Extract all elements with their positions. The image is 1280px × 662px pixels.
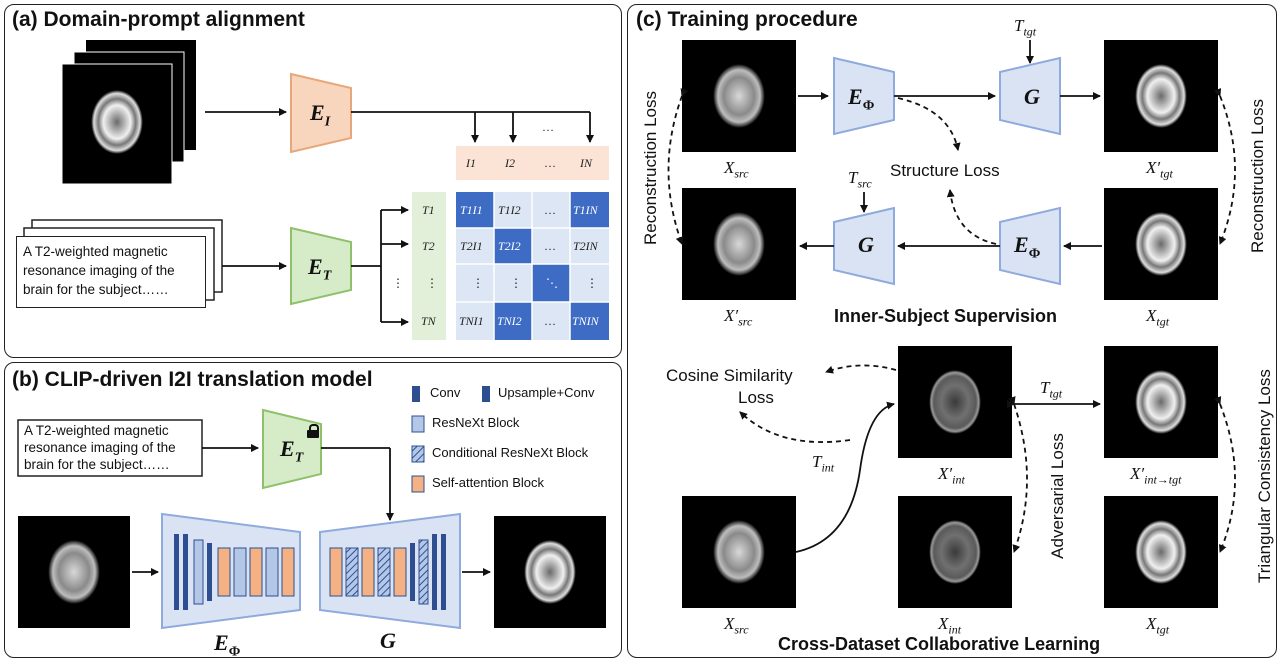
panel-a-title: (a) Domain-prompt alignment	[12, 8, 305, 31]
prompt-b-line-3: brain for the subject……	[24, 457, 170, 472]
generator-shape-c2	[833, 206, 895, 286]
t-tgt-top: Ttgt	[1014, 16, 1037, 39]
prompt-box-b: A T2-weighted magnetic resonance imaging…	[18, 420, 202, 476]
prompt-b-line-1: A T2-weighted magnetic	[24, 423, 169, 438]
generator-shape-c1	[999, 56, 1061, 136]
t-tgt-cross: Ttgt	[1040, 378, 1063, 401]
label-x-tgt-prime: X′tgt	[1146, 158, 1173, 181]
legend-swatches	[411, 386, 490, 493]
panel-c-title: (c) Training procedure	[636, 8, 858, 31]
label-x-src-cross: Xsrc	[724, 614, 749, 637]
header-i2: I2	[505, 156, 515, 170]
m-2-2: ⋱	[546, 276, 558, 290]
image-encoder-label: EI	[310, 100, 331, 130]
text-encoder-label-b: ET	[280, 436, 304, 466]
generator-label-c2: G	[858, 232, 874, 257]
prompt-line-3: brain for the subject……	[23, 282, 169, 297]
mri-stack	[61, 40, 196, 185]
panel-a-frame	[4, 4, 622, 358]
cross-dataset-title: Cross-Dataset Collaborative Learning	[778, 634, 1101, 654]
structure-loss: Structure Loss	[890, 161, 1000, 180]
header-dots: …	[544, 156, 556, 170]
m-2-1: ⋮	[510, 276, 522, 290]
inner-subject-title: Inner-Subject Supervision	[834, 306, 1058, 326]
m-0-1: T1I2	[498, 203, 521, 217]
cosine-loss-line-1: Cosine Similarity	[666, 366, 793, 385]
encoder-shape-c1	[833, 56, 895, 136]
label-x-tgt: Xtgt	[1146, 306, 1170, 329]
m-2-3: ⋮	[586, 276, 598, 290]
encoder-label-c1: EΦ	[848, 84, 875, 114]
col-t2: T2	[422, 239, 435, 253]
m-3-0: TNI1	[459, 314, 484, 328]
m-1-0: T2I1	[460, 239, 483, 253]
col-vdots: ⋮	[426, 276, 438, 290]
similarity-matrix	[456, 192, 609, 340]
m-3-3: TNIN	[572, 314, 599, 328]
col-t1: T1	[422, 203, 435, 217]
encoder-trapezoid	[161, 512, 301, 630]
branch-vdots: ⋮	[392, 276, 404, 290]
m-1-2: …	[544, 239, 556, 253]
header-in: IN	[580, 156, 592, 170]
label-x-src: Xsrc	[724, 158, 749, 181]
m-0-3: T1IN	[573, 203, 598, 217]
panel-c-frame	[627, 4, 1277, 658]
legend-conv: Conv	[430, 385, 461, 400]
text-encoder-label-a: ET	[308, 254, 332, 284]
cosine-loss-line-2: Loss	[738, 388, 774, 407]
legend-cond-resnext: Conditional ResNeXt Block	[432, 445, 589, 460]
triangular-consistency-loss: Triangular Consistency Loss	[1255, 369, 1274, 583]
generator-blocks	[329, 534, 446, 610]
t-int-label: Tint	[812, 452, 835, 475]
generator-label-c1: G	[1024, 84, 1040, 109]
legend-upsample: Upsample+Conv	[498, 385, 595, 400]
encoder-label-c2: EΦ	[1014, 232, 1041, 262]
prompt-line-2: resonance imaging of the	[23, 263, 175, 278]
adversarial-loss: Adversarial Loss	[1048, 433, 1067, 559]
label-x-src-prime: X′src	[724, 306, 753, 329]
text-encoder-shape-b	[262, 408, 322, 490]
header-i1: I1	[466, 156, 476, 170]
prompt-box-a: A T2-weighted magnetic resonance imaging…	[16, 236, 206, 308]
dots-label: …	[542, 120, 554, 134]
col-tn: TN	[421, 314, 436, 328]
label-x-int-prime: X′int	[938, 464, 965, 487]
m-0-0: T1I1	[460, 203, 483, 217]
encoder-blocks	[174, 534, 295, 610]
panel-b-frame	[4, 362, 622, 658]
m-2-0: ⋮	[472, 276, 484, 290]
reconstruction-loss-right: Reconstruction Loss	[1248, 98, 1267, 254]
m-1-3: T2IN	[573, 239, 598, 253]
text-encoder-shape-a	[290, 226, 352, 306]
m-3-1: TNI2	[497, 314, 522, 328]
encoder-label-b: EΦ	[214, 630, 241, 660]
reconstruction-loss-left: Reconstruction Loss	[641, 90, 660, 246]
image-encoder-shape	[290, 72, 352, 154]
prompt-line-1: A T2-weighted magnetic	[23, 244, 168, 259]
generator-label-b: G	[380, 628, 396, 653]
lock-icon	[307, 424, 319, 438]
t-src-label: Tsrc	[848, 168, 872, 191]
label-x-int-to-tgt: X′int→tgt	[1130, 464, 1182, 487]
m-1-1: T2I2	[498, 239, 521, 253]
prompt-b-line-2: resonance imaging of the	[24, 440, 176, 455]
panel-b-title: (b) CLIP-driven I2I translation model	[12, 368, 373, 391]
label-x-int: Xint	[938, 614, 962, 637]
m-0-2: …	[544, 203, 556, 217]
legend-self-attention: Self-attention Block	[432, 475, 545, 490]
m-3-2: …	[544, 314, 556, 328]
legend-resnext: ResNeXt Block	[432, 415, 520, 430]
label-x-tgt-cross: Xtgt	[1146, 614, 1170, 637]
encoder-shape-c2	[999, 206, 1061, 286]
